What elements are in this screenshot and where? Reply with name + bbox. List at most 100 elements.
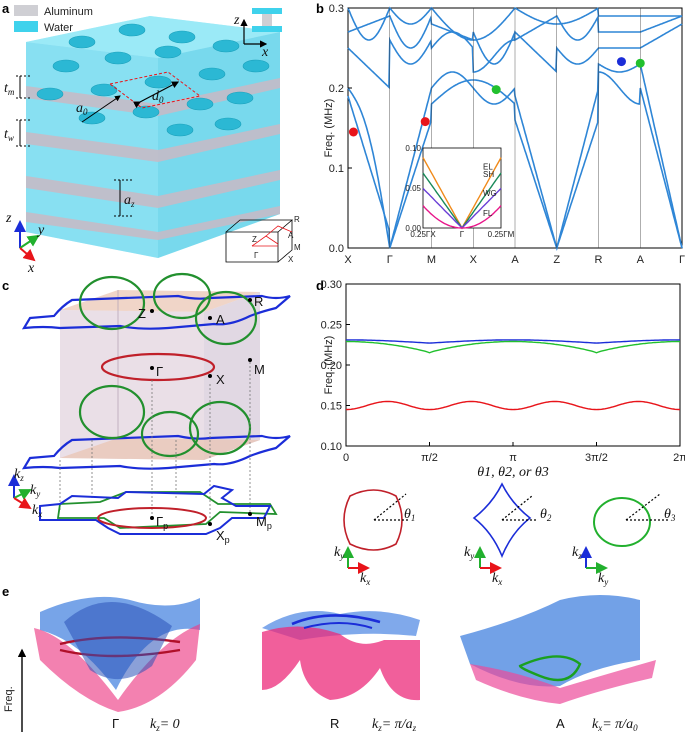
panel-c: c R Z A Γ X M [2, 272, 291, 545]
contour-inset-3: θ3 kz ky [572, 493, 676, 587]
svg-text:X: X [288, 255, 294, 264]
inset-y-tick: 0.00 [405, 224, 421, 233]
contour-inset-1: θ1 ky kx [334, 489, 415, 587]
x-tick-label: Γ [679, 254, 685, 266]
blue-contour-top [21, 294, 291, 330]
x-tick-label: π [509, 452, 517, 464]
aluminum-plate [26, 78, 280, 116]
y-tick-label: 0.30 [321, 279, 342, 291]
x-tick-label: X [344, 254, 352, 266]
legend-label-aluminum: Aluminum [44, 6, 93, 18]
layered-block [16, 16, 280, 258]
theta3-label: θ3 [664, 507, 676, 523]
unit-cell-outline [108, 71, 202, 109]
panel-label-a: a [2, 1, 10, 16]
svg-text:z: z [5, 211, 12, 226]
inset-curve [422, 205, 502, 229]
svg-text:M: M [294, 243, 301, 252]
inset-series-label: EL [483, 163, 493, 172]
svg-text:ky: ky [334, 545, 344, 561]
svg-text:Γ: Γ [254, 251, 259, 260]
label-kz0: kz= 0 [150, 717, 180, 733]
freq-axis-label: Freq. [3, 686, 15, 712]
aluminum-plate [26, 206, 280, 240]
theta1-label: θ1 [404, 507, 415, 523]
aluminum-plate [26, 170, 280, 208]
svg-text:R: R [254, 294, 263, 309]
label-r-e: R [330, 716, 339, 731]
svg-text:R: R [294, 215, 300, 224]
y-ticks-b: 0.0 0.1 0.2 0.3 [329, 3, 352, 255]
svg-text:Γ: Γ [156, 364, 163, 379]
label-az: az [124, 193, 135, 209]
label-m-p: Mp [256, 514, 272, 531]
series-line [346, 340, 680, 354]
projected-red [97, 507, 207, 529]
svg-text:M: M [254, 362, 265, 377]
xlabel-d: θ1, θ2, or θ3 [477, 465, 549, 480]
band-marker [616, 57, 626, 67]
svg-text:x: x [261, 45, 269, 60]
panel-label-e: e [2, 584, 9, 599]
projected-blue [39, 484, 272, 535]
green-contour [78, 384, 146, 440]
y-tick-label: 0.20 [321, 360, 342, 372]
inset-y-tick: 0.10 [405, 144, 421, 153]
red-contour [100, 352, 216, 382]
label-tm: tm [4, 81, 15, 97]
svg-text:x: x [27, 261, 35, 276]
axes-triad-a: z y x [5, 211, 45, 276]
svg-text:A: A [216, 312, 225, 327]
x-tick-label: π/2 [421, 452, 438, 464]
svg-text:X: X [216, 372, 225, 387]
label-kzpi: kz= π/az [372, 717, 417, 733]
label-gamma-e: Γ [112, 716, 119, 731]
x-ticks-d: 0 π/2 π 3π/2 2π [343, 442, 685, 464]
band-marker [635, 58, 645, 68]
svg-text:z: z [233, 13, 240, 28]
contour-frequency-curves [345, 339, 681, 411]
svg-text:kx: kx [492, 571, 502, 587]
theta2-label: θ2 [540, 507, 552, 523]
x-tick-label: X [470, 254, 478, 266]
series-line [346, 339, 680, 344]
k-axes-c: kz ky kx [7, 467, 42, 519]
svg-text:ky: ky [30, 483, 40, 499]
inset-series-label: FL [483, 209, 493, 218]
inset-x-tick: Γ [460, 230, 465, 239]
svg-text:kz: kz [14, 467, 24, 483]
label-x-p: Xp [216, 528, 230, 545]
y-tick-label: 0.10 [321, 441, 342, 453]
x-tick-label: R [595, 254, 603, 266]
panel-a: a Aluminum Water [2, 1, 301, 276]
surface-gamma [34, 596, 200, 712]
inset-x-tick: 0.25ΓM [488, 230, 515, 239]
y-tick-label: 0.15 [321, 401, 342, 413]
panel-b: b 0.0 0.1 0.2 0.3 X Γ M X A Z R A Γ Freq. (MHz) 0.0… [316, 1, 685, 266]
y-ticks-d: 0.10 0.15 0.20 0.25 0.30 [321, 279, 350, 453]
legend-swatch-aluminum [14, 5, 38, 16]
x-tick-label: A [511, 254, 519, 266]
panel-label-b: b [316, 1, 324, 16]
svg-text:y: y [36, 223, 45, 238]
surface-r [262, 611, 420, 701]
svg-text:ky: ky [464, 545, 474, 561]
svg-text:kz: kz [572, 545, 582, 561]
svg-text:Z: Z [138, 306, 146, 321]
y-tick-label: 0.0 [329, 243, 344, 255]
brillouin-zone-inset: Z R A M X Γ [225, 215, 301, 264]
svg-text:kx: kx [360, 571, 370, 587]
green-contour [140, 410, 200, 458]
y-tick-label: 0.3 [329, 3, 344, 15]
x-tick-label: M [427, 254, 436, 266]
label-gamma-p: Γp [156, 514, 168, 531]
svg-text:A: A [288, 231, 294, 240]
inset-y-tick: 0.05 [405, 184, 421, 193]
x-tick-label: 0 [343, 452, 349, 464]
label-a0: a0 [76, 101, 88, 117]
label-tw: tw [4, 127, 14, 143]
y-tick-label: 0.2 [329, 83, 344, 95]
aluminum-plate [26, 124, 280, 162]
